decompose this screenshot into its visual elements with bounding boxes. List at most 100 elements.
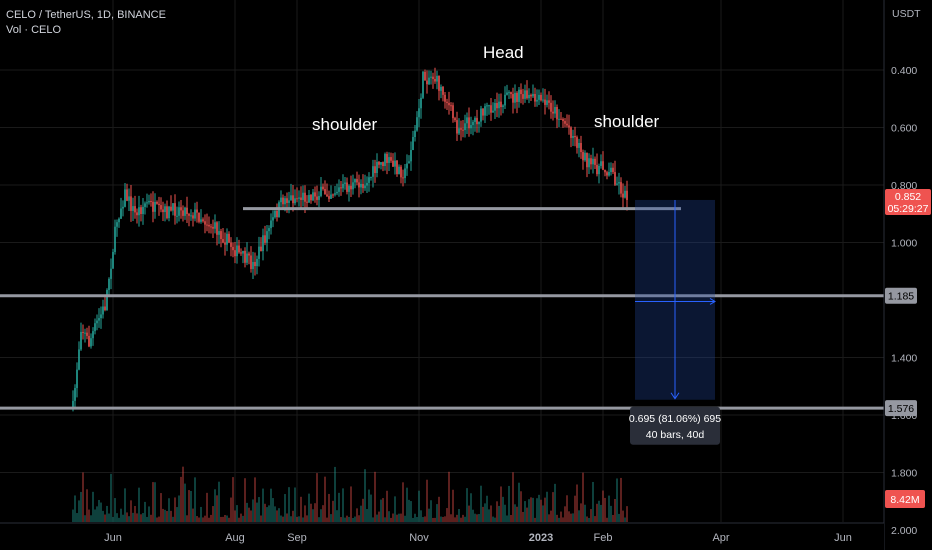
volume-bar — [520, 491, 522, 522]
candle-body — [444, 94, 446, 102]
candle-body — [202, 219, 204, 222]
volume-bar — [286, 513, 288, 522]
candle-body — [508, 92, 510, 94]
volume-bar — [456, 514, 458, 522]
candle-body — [608, 172, 610, 176]
candle-body — [144, 203, 146, 207]
candle-body — [362, 183, 364, 189]
volume-legend[interactable]: Vol · CELO — [6, 24, 62, 36]
candle-body — [148, 201, 150, 203]
volume-bar — [126, 512, 128, 522]
candle-body — [402, 177, 404, 179]
candle-body — [276, 210, 278, 218]
volume-bar — [468, 505, 470, 522]
volume-bar — [140, 514, 142, 522]
candle-body — [372, 166, 374, 177]
candle-body — [622, 193, 624, 198]
annotation-right-shoulder: shoulder — [594, 112, 660, 131]
volume-bar — [526, 507, 528, 522]
time-axis[interactable]: Jun Aug Sep Nov 2023 Feb Apr Jun — [0, 522, 884, 550]
candle-body — [604, 169, 606, 173]
volume-bar — [588, 517, 590, 522]
candle-body — [300, 197, 302, 200]
volume-bar — [152, 482, 154, 522]
candle-body — [396, 160, 398, 175]
candle-body — [528, 94, 530, 99]
volume-bar — [164, 509, 166, 522]
volume-bar — [590, 509, 592, 522]
symbol-title[interactable]: CELO / TetherUS, 1D, BINANCE — [6, 9, 166, 21]
volume-bar — [264, 503, 266, 522]
candlesticks — [72, 67, 628, 412]
candle-body — [182, 210, 184, 216]
candle-body — [442, 86, 444, 95]
volume-bar — [72, 509, 74, 522]
volume-bar — [622, 510, 624, 522]
volume-bar — [220, 516, 222, 522]
candle-body — [238, 245, 240, 253]
volume-bar — [304, 505, 306, 522]
volume-bar — [348, 516, 350, 522]
price-axis[interactable]: USDT0.4000.6000.8001.0001.4001.6001.8002… — [883, 0, 932, 550]
candle-body — [176, 215, 178, 217]
time-tick-label: Sep — [287, 532, 307, 544]
candle-body — [354, 179, 356, 183]
candle-body — [426, 80, 428, 85]
measure-tool[interactable]: 0.695 (81.06%) 695 40 bars, 40d — [629, 199, 721, 445]
volume-bar — [184, 483, 186, 522]
volume-bar — [258, 497, 260, 522]
candle-body — [480, 108, 482, 122]
volume-bar — [618, 513, 620, 522]
candle-body — [302, 192, 304, 200]
volume-bar — [338, 492, 340, 522]
candle-body — [490, 105, 492, 113]
candle-body — [254, 261, 256, 267]
candle-body — [264, 235, 266, 243]
measure-label-line1: 0.695 (81.06%) 695 — [629, 413, 721, 425]
candle-body — [500, 101, 502, 108]
time-tick-label: Jun — [104, 532, 122, 544]
volume-bar — [134, 505, 136, 522]
volume-bar — [248, 507, 250, 522]
volume-bar — [244, 478, 246, 522]
candle-body — [88, 335, 90, 347]
candle-body — [406, 163, 408, 169]
volume-bar — [158, 516, 160, 522]
candle-body — [474, 117, 476, 122]
candle-body — [84, 332, 86, 334]
candle-body — [296, 198, 298, 200]
volume-bar — [488, 509, 490, 522]
volume-bar — [230, 497, 232, 522]
candle-body — [556, 107, 558, 120]
candle-body — [398, 166, 400, 175]
candle-body — [210, 226, 212, 228]
candle-body — [312, 192, 314, 201]
volume-bar — [178, 495, 180, 522]
candle-body — [318, 195, 320, 200]
volume-bar — [506, 515, 508, 522]
candle-body — [568, 125, 570, 128]
candle-body — [140, 207, 142, 215]
volume-bar — [406, 487, 408, 522]
volume-bar — [538, 494, 540, 522]
volume-bar — [352, 517, 354, 522]
candle-body — [422, 71, 424, 98]
volume-bar — [382, 498, 384, 522]
volume-bar — [96, 506, 98, 522]
volume-bar — [578, 510, 580, 522]
candle-body — [400, 166, 402, 178]
volume-bar — [494, 517, 496, 522]
volume-bar — [236, 505, 238, 522]
volume-bar — [586, 516, 588, 522]
candle-body — [626, 190, 628, 200]
volume-bar — [374, 471, 376, 522]
volume-bar — [206, 492, 208, 522]
candle-body — [150, 201, 152, 203]
candle-body — [560, 118, 562, 120]
volume-bar — [98, 499, 100, 522]
volume-bar — [252, 499, 254, 522]
volume-bar — [136, 513, 138, 522]
volume-bar — [504, 504, 506, 522]
candle-body — [494, 103, 496, 111]
